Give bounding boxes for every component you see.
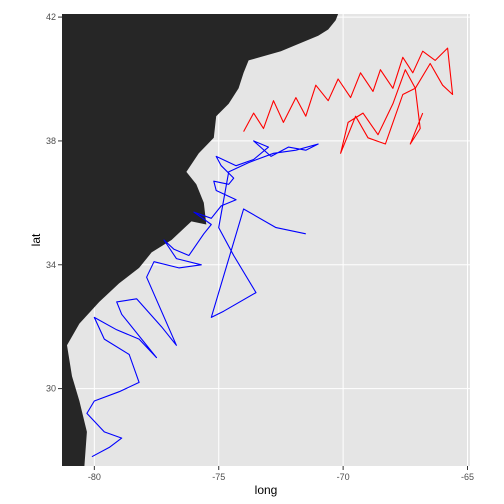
x-tick-label-3: -65 xyxy=(461,472,474,482)
y-tick-label-3: 42 xyxy=(46,12,56,22)
axis-ticks: -80 -75 -70 -65 30 34 38 42 xyxy=(46,12,474,482)
series-line-1 xyxy=(243,47,454,154)
x-axis-title: long xyxy=(255,483,278,497)
x-tick-label-1: -75 xyxy=(212,472,225,482)
y-tick-label-2: 38 xyxy=(46,136,56,146)
x-tick-label-0: -80 xyxy=(88,472,101,482)
y-tick-label-1: 34 xyxy=(46,260,56,270)
x-tick-label-2: -70 xyxy=(337,472,350,482)
y-tick-label-0: 30 xyxy=(46,384,56,394)
series-line-0 xyxy=(86,140,319,458)
track-lines xyxy=(86,47,454,458)
land-mass xyxy=(62,14,339,466)
y-axis-title: lat xyxy=(29,233,43,246)
